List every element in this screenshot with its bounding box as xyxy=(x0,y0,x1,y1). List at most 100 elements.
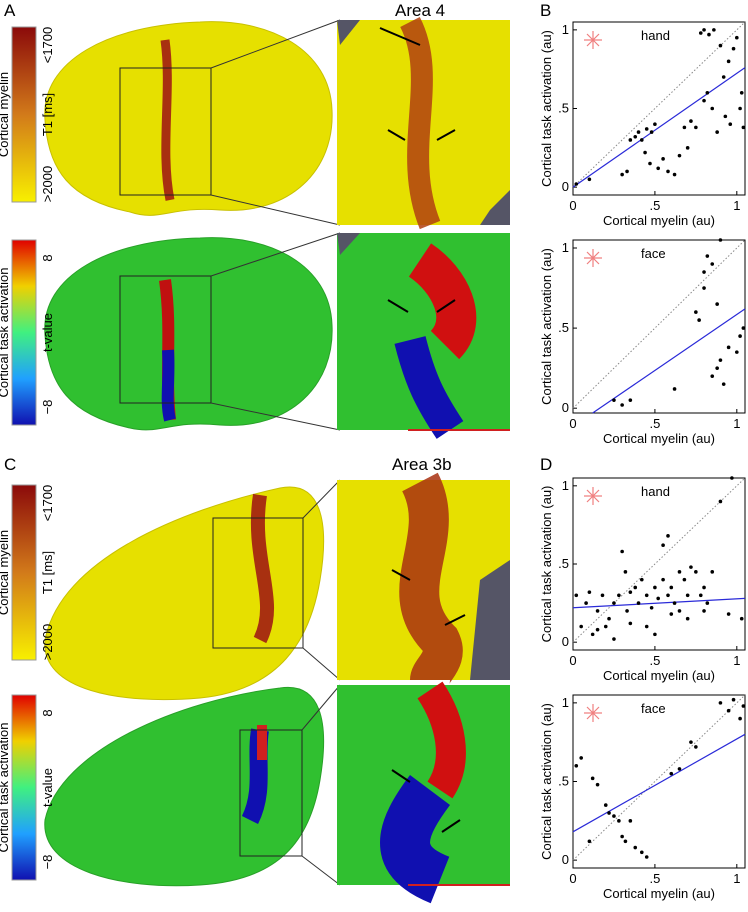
identity-line xyxy=(572,694,746,861)
panel-label: A xyxy=(4,1,16,20)
y-tick-label: .5 xyxy=(558,101,569,116)
data-point xyxy=(620,172,624,177)
colorbar-top: 8 xyxy=(40,254,55,261)
panel-label: B xyxy=(540,1,551,20)
x-tick-label: .5 xyxy=(649,416,660,431)
data-point xyxy=(698,31,703,35)
data-point xyxy=(741,326,746,330)
data-point xyxy=(726,612,731,616)
data-point xyxy=(590,632,595,637)
data-point xyxy=(702,286,706,290)
data-point xyxy=(672,601,677,605)
data-point xyxy=(669,771,674,776)
data-point xyxy=(661,157,665,161)
y-tick-label: 0 xyxy=(562,400,569,415)
x-tick-label: .5 xyxy=(649,871,660,886)
colorbar-bottom: >2000 xyxy=(40,624,55,661)
data-point xyxy=(677,609,682,613)
y-tick-label: 1 xyxy=(562,478,569,493)
data-point xyxy=(689,740,693,744)
data-point xyxy=(617,819,621,823)
data-point xyxy=(669,612,674,616)
data-point xyxy=(705,254,710,258)
data-point xyxy=(653,632,657,637)
colorbar-unit: t-value xyxy=(40,768,55,807)
data-point xyxy=(644,593,649,598)
data-point xyxy=(730,476,734,480)
data-point xyxy=(689,119,693,123)
data-point xyxy=(633,135,638,139)
data-point xyxy=(649,605,654,610)
brain-image xyxy=(44,232,510,439)
colorbar-unit: T1 [ms] xyxy=(40,551,55,594)
data-point xyxy=(628,819,633,823)
data-point xyxy=(643,150,647,155)
data-point xyxy=(718,701,723,705)
colorbar-unit: t-value xyxy=(40,313,55,352)
data-point xyxy=(739,90,744,95)
fit-line xyxy=(592,308,746,414)
identity-line xyxy=(572,21,746,188)
y-axis-label: Cortical task activation (au) xyxy=(539,248,554,405)
x-tick-label: 1 xyxy=(733,416,740,431)
data-point xyxy=(623,570,628,574)
x-tick-label: 0 xyxy=(569,416,576,431)
data-point xyxy=(574,593,579,598)
data-point xyxy=(712,28,716,32)
data-point xyxy=(612,398,616,402)
data-point xyxy=(640,850,644,855)
data-point xyxy=(644,127,649,131)
x-tick-label: .5 xyxy=(649,198,660,213)
data-point xyxy=(731,697,736,702)
data-point xyxy=(649,130,654,134)
data-point xyxy=(735,350,739,354)
brain-image xyxy=(44,681,510,904)
data-point xyxy=(694,125,698,130)
y-axis-label: Cortical task activation (au) xyxy=(539,703,554,860)
y-tick-label: 1 xyxy=(562,695,569,710)
data-point xyxy=(653,585,657,590)
colorbar-bottom: −8 xyxy=(40,400,55,415)
y-tick-label: 0 xyxy=(562,852,569,867)
colorbar-top: 8 xyxy=(40,709,55,716)
data-point xyxy=(705,90,710,95)
data-point xyxy=(653,122,657,127)
x-axis-label: Cortical myelin (au) xyxy=(603,886,715,901)
data-point xyxy=(710,570,715,574)
y-tick-label: 0 xyxy=(562,634,569,649)
data-point xyxy=(574,763,579,768)
data-point xyxy=(702,609,706,613)
brain-image xyxy=(44,472,510,701)
data-point xyxy=(702,585,706,590)
data-point xyxy=(620,403,624,407)
data-point xyxy=(579,624,583,629)
data-point xyxy=(685,146,690,150)
data-point xyxy=(666,169,670,174)
data-point xyxy=(612,637,616,641)
data-point xyxy=(587,590,592,594)
colorbar-top: <1700 xyxy=(40,27,55,64)
x-tick-label: 1 xyxy=(733,871,740,886)
data-point xyxy=(738,334,742,338)
data-point xyxy=(640,577,644,582)
data-point xyxy=(633,585,638,590)
data-point xyxy=(574,182,579,186)
x-tick-label: 1 xyxy=(733,653,740,668)
colorbar-unit: T1 [ms] xyxy=(40,93,55,136)
data-point xyxy=(607,811,611,815)
y-tick-label: .5 xyxy=(558,320,569,335)
data-point xyxy=(625,609,629,613)
data-point xyxy=(715,302,719,306)
data-point xyxy=(723,114,728,119)
colorbar-bottom: −8 xyxy=(40,855,55,870)
data-point xyxy=(620,834,624,839)
data-point xyxy=(640,138,644,142)
data-point xyxy=(672,387,677,391)
data-point xyxy=(623,839,628,844)
y-tick-label: .5 xyxy=(558,774,569,789)
data-point xyxy=(644,624,649,629)
colorbar-top: <1700 xyxy=(40,485,55,522)
data-point xyxy=(600,593,605,598)
area-label: Area 3b xyxy=(392,455,452,474)
data-point xyxy=(677,570,682,574)
